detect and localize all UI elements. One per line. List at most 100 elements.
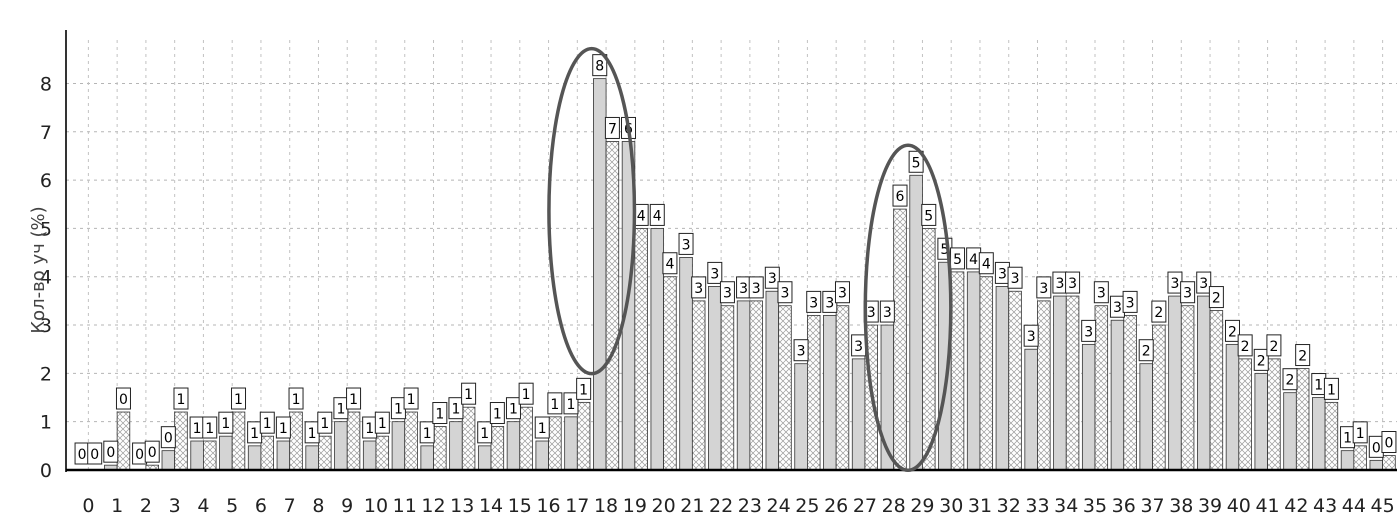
data-label: 3	[867, 305, 876, 321]
data-label-box	[1352, 421, 1368, 444]
x-tick-label: 14	[479, 495, 503, 517]
data-label: 0	[78, 447, 87, 463]
bar-s1-12	[420, 445, 434, 471]
x-tick-label: 28	[882, 495, 906, 517]
bar-s2-33	[1037, 300, 1051, 471]
bar-s2-22	[720, 305, 735, 471]
bar-s1-8	[305, 445, 319, 471]
x-tick-label: 37	[1140, 495, 1164, 517]
bar-s2-30	[950, 271, 965, 471]
x-tick-label: 34	[1054, 495, 1078, 517]
data-label-box	[1381, 431, 1397, 454]
data-label: 0	[148, 445, 157, 461]
x-tick-label: 13	[450, 495, 474, 517]
bar-s1-25	[794, 363, 808, 471]
data-label-box	[403, 387, 419, 410]
bar-s1-13	[449, 421, 463, 471]
data-label-box	[173, 387, 189, 410]
data-label-box	[1323, 377, 1339, 400]
bar-s2-3	[174, 411, 188, 471]
data-label: 1	[550, 397, 559, 413]
data-label-box	[87, 442, 103, 465]
x-tick-label: 39	[1198, 495, 1222, 517]
data-label: 1	[250, 426, 259, 442]
data-label: 0	[106, 445, 115, 461]
data-label-box	[563, 392, 579, 415]
data-label: 0	[135, 447, 144, 463]
data-label: 7	[608, 121, 617, 137]
bar-s1-31	[966, 271, 981, 471]
x-tick-label: 18	[594, 495, 618, 517]
bar-s2-24	[778, 305, 792, 471]
bar-s1-29	[909, 174, 923, 471]
bar-s1-5	[219, 435, 233, 471]
data-label: 1	[423, 426, 432, 442]
bar-s1-36	[1110, 319, 1125, 471]
data-label-box	[103, 440, 119, 463]
x-tick-label: 9	[341, 495, 353, 517]
data-label: 3	[809, 295, 818, 311]
data-label-box	[978, 252, 994, 275]
data-label-box	[518, 382, 534, 405]
x-tick-label: 4	[197, 495, 209, 517]
x-tick-label: 35	[1083, 495, 1107, 517]
data-label-box	[1093, 281, 1109, 304]
data-label: 2	[1154, 305, 1163, 321]
bar-s2-31	[979, 276, 994, 471]
data-label: 1	[279, 421, 288, 437]
data-label: 3	[1113, 300, 1122, 316]
data-label: 3	[1068, 276, 1077, 292]
data-label: 2	[1298, 349, 1307, 365]
data-label-box	[1023, 324, 1039, 347]
x-tick-label: 7	[284, 495, 296, 517]
data-label-box	[592, 54, 608, 77]
data-label-box	[1065, 271, 1081, 294]
data-label: 3	[998, 266, 1007, 282]
data-label-box	[1295, 344, 1311, 367]
data-label-box	[288, 387, 304, 410]
data-label-box	[576, 377, 592, 400]
data-label: 3	[752, 281, 761, 297]
data-label-box	[115, 387, 131, 410]
x-tick-label: 19	[623, 495, 647, 517]
data-label: 1	[493, 407, 502, 423]
bar-s2-6	[260, 435, 275, 471]
data-label: 1	[234, 392, 243, 408]
data-label-box	[489, 402, 505, 425]
bar-s2-8	[318, 435, 332, 471]
bar-s2-23	[749, 300, 763, 471]
x-tick-label: 32	[997, 495, 1021, 517]
data-label: 1	[177, 392, 186, 408]
data-label-box	[346, 387, 362, 410]
bar-s1-11	[391, 421, 406, 471]
bar-s1-26	[823, 314, 837, 471]
bar-s2-32	[1008, 290, 1022, 471]
data-label: 1	[1343, 431, 1352, 447]
data-label-box	[662, 252, 678, 275]
y-tick-label: 3	[40, 315, 52, 337]
data-label-box	[1196, 271, 1212, 294]
data-label: 1	[292, 392, 301, 408]
bar-s1-37	[1139, 363, 1153, 471]
data-label-box	[604, 116, 620, 139]
bar-s1-7	[276, 440, 291, 471]
bar-s1-38	[1168, 295, 1182, 471]
data-label: 1	[522, 387, 531, 403]
data-label: 1	[320, 416, 329, 432]
data-label-box	[921, 203, 937, 226]
bar-s1-20	[650, 228, 664, 471]
data-label: 3	[1199, 276, 1208, 292]
x-tick-label: 17	[565, 495, 589, 517]
x-tick-label: 42	[1284, 495, 1308, 517]
data-label-box	[1036, 276, 1052, 299]
data-label-box	[144, 440, 160, 463]
y-tick-label: 6	[40, 170, 52, 192]
data-label-box	[748, 276, 764, 299]
x-tick-label: 25	[795, 495, 819, 517]
data-label: 3	[768, 271, 777, 287]
data-label: 1	[308, 426, 317, 442]
data-label: 3	[1039, 281, 1048, 297]
bar-s2-35	[1094, 305, 1109, 471]
data-label-box	[1224, 319, 1240, 342]
